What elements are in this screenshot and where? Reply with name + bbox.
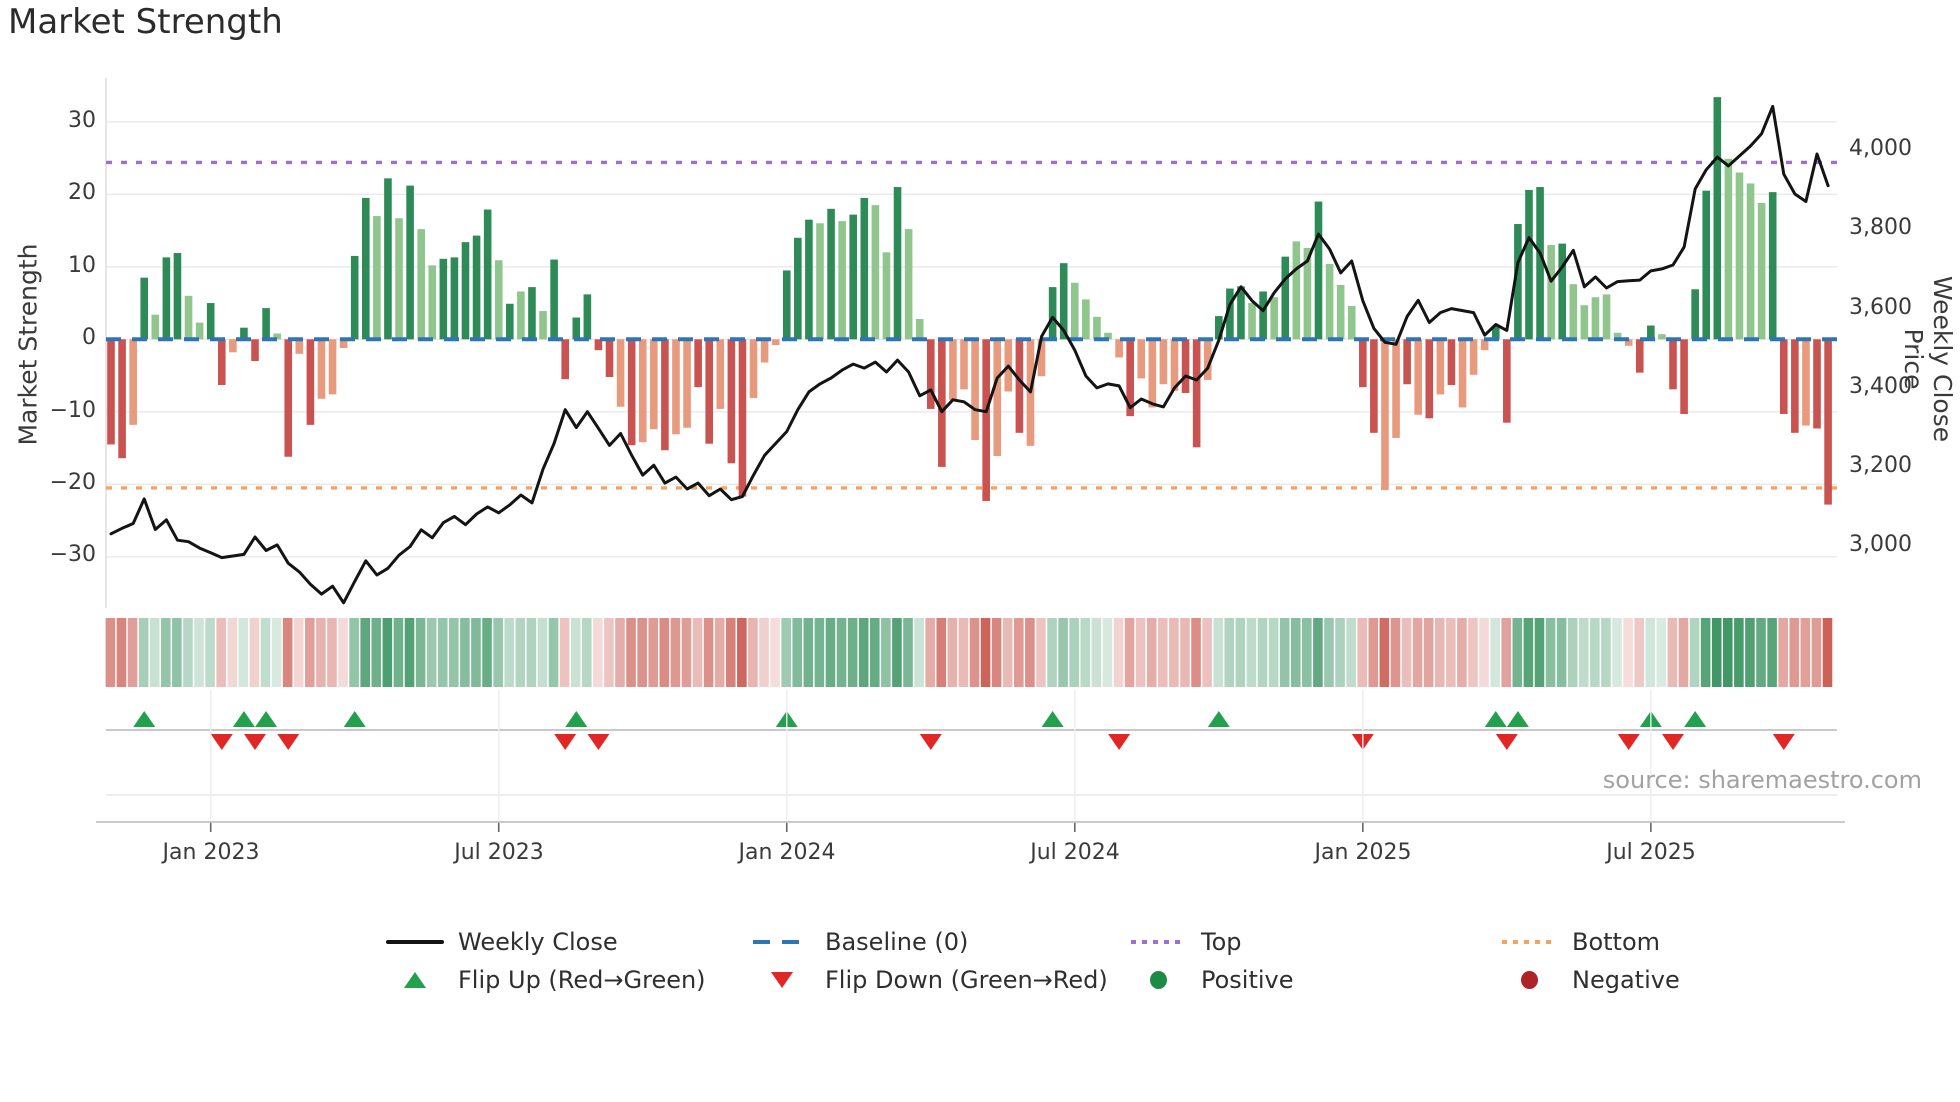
weekly-close-line [109,104,1830,605]
negative-circle-icon [1498,971,1560,989]
top-dotted-swatch-icon [1127,940,1189,944]
legend-flip-up: Flip Up (Red→Green) [384,964,706,996]
right-tick-3800: 3,800 [1849,215,1912,240]
right-axis-label: Weekly Close Price [1899,275,1957,443]
legend-baseline: Baseline (0) [751,926,968,958]
legend-bottom: Bottom [1498,926,1660,958]
legend-flip-down: Flip Down (Green→Red) [751,964,1108,996]
right-tick-3200: 3,200 [1849,453,1912,478]
left-tick-10: 10 [68,253,96,278]
left-tick-30: 30 [68,108,96,133]
x-tick-jan-2024: Jan 2024 [738,840,836,865]
source-credit: source: sharemaestro.com [1602,766,1922,794]
x-tick-jul-2024: Jul 2024 [1030,840,1120,865]
positive-circle-icon [1127,971,1189,989]
threshold-lines [106,160,1837,490]
page-title: Market Strength [8,2,283,42]
flip-up-triangle-icon [384,972,446,988]
right-tick-3600: 3,600 [1849,295,1912,320]
right-tick-3000: 3,000 [1849,532,1912,557]
legend-negative: Negative [1498,964,1680,996]
right-tick-3400: 3,400 [1849,374,1912,399]
legend-top: Top [1127,926,1242,958]
left-tick-neg20: −20 [49,470,96,495]
strength-bars [107,97,1832,505]
bottom-axis [96,690,1845,832]
x-tick-jan-2025: Jan 2025 [1314,840,1412,865]
left-tick-neg30: −30 [49,542,96,567]
left-tick-0: 0 [82,325,96,350]
baseline-dash-swatch-icon [751,940,813,944]
legend-positive: Positive [1127,964,1294,996]
right-tick-4000: 4,000 [1849,136,1912,161]
weekly-close-line-swatch-icon [384,940,446,944]
left-tick-neg10: −10 [49,398,96,423]
x-tick-jul-2025: Jul 2025 [1606,840,1696,865]
x-tick-jul-2023: Jul 2023 [454,840,544,865]
left-tick-20: 20 [68,180,96,205]
legend-weekly-close: Weekly Close [384,926,618,958]
strength-heatmap-strip [105,618,1833,687]
flip-down-triangle-icon [751,972,813,988]
flip-markers [106,711,1837,750]
x-tick-jan-2023: Jan 2023 [162,840,260,865]
bottom-dotted-swatch-icon [1498,940,1560,944]
